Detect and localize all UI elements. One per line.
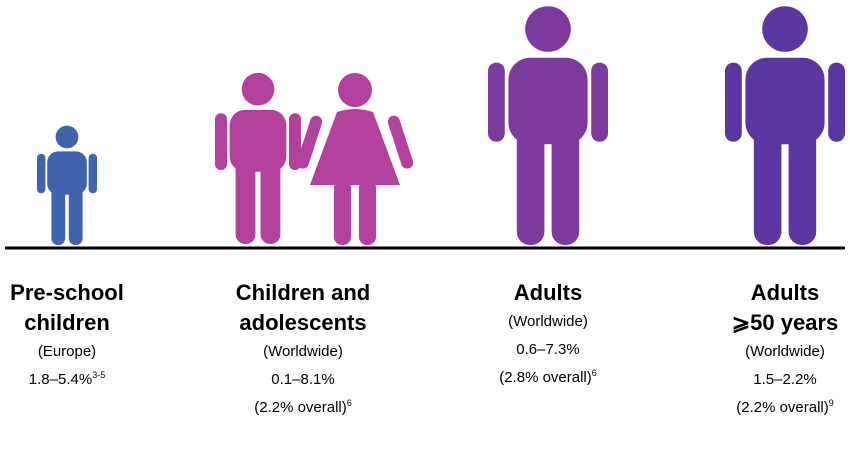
region: (Worldwide) [263,343,343,360]
reference: 9 [828,398,834,408]
range-line: 0.6–7.3% [516,336,579,364]
range: 1.8–5.4% [28,371,93,388]
overall: (2.2% overall) [254,399,347,416]
overall-line: (2.2% overall)9 [736,394,834,422]
girl-icon [296,73,414,245]
range: 0.1–8.1% [271,371,335,388]
group: Children and adolescents (Worldwide) 0.1–8.… [183,278,423,422]
boy-icon [215,72,301,244]
group: Adults ⩾50 years (Worldwide) 1.5–2.2% (2.2% … [665,278,850,422]
range-line: 1.8–5.4%3-5 [29,366,105,394]
region: (Worldwide) [745,343,825,360]
range-line: 1.5–2.2% [753,366,816,394]
group-title: adolescents [239,310,367,335]
region: (Worldwide) [508,313,588,330]
range: 1.5–2.2% [753,371,817,388]
older-adult-icon [725,6,845,246]
group: Adults (Worldwide) 0.6–7.3% (2.8% overall)6 [428,278,668,392]
region: (Europe) [37,343,97,360]
overall-line: (2.8% overall)6 [499,364,597,392]
adult-icon [488,6,608,246]
group-title: Pre-school [10,280,124,305]
overall: (2.8% overall) [499,369,592,386]
reference: 3-5 [92,370,106,380]
group-title: children [24,310,110,335]
group-title: ⩾50 years [731,310,839,335]
overall: (2.2% overall) [736,399,829,416]
range-line: 0.1–8.1% [271,366,334,394]
group: Pre-school children (Europe) 1.8–5.4%3-5 [0,278,187,394]
group-title: Children and [235,280,371,305]
group-title: Adults [513,280,583,305]
range: 0.6–7.3% [516,341,580,358]
reference: 6 [346,398,352,408]
overall-line: (2.2% overall)6 [254,394,352,422]
child-icon [37,125,97,245]
reference: 6 [591,368,597,378]
group-title: Adults [750,280,820,305]
